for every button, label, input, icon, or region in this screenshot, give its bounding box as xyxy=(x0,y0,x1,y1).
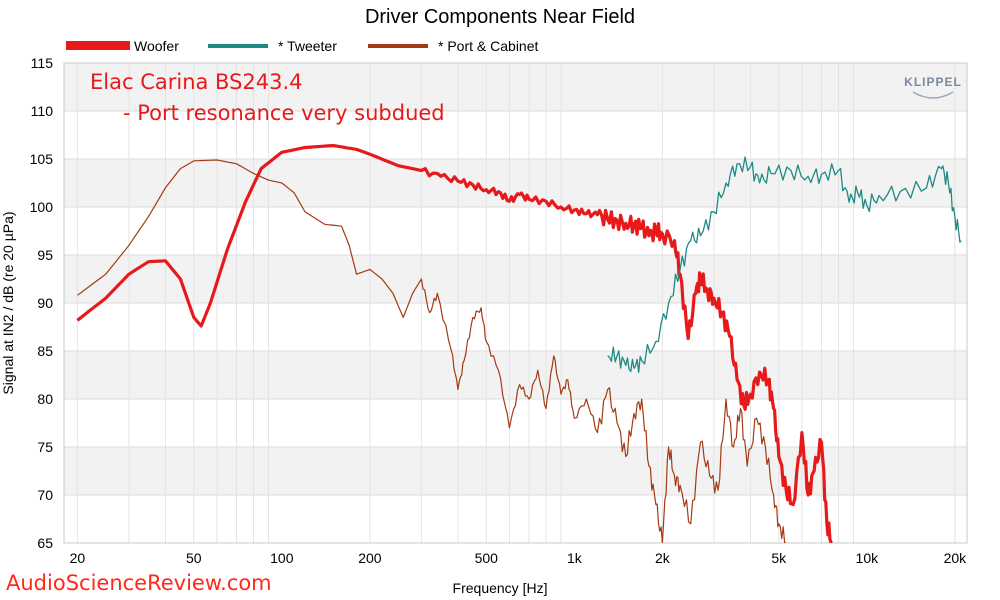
y-tick-label: 85 xyxy=(37,343,53,359)
klippel-logo-arc xyxy=(912,91,954,99)
y-tick-label: 105 xyxy=(30,151,54,167)
legend: Woofer * Tweeter * Port & Cabinet xyxy=(66,38,538,54)
klippel-logo-text: KLIPPEL xyxy=(904,75,962,89)
x-tick-label: 20 xyxy=(70,550,86,566)
y-tick-label: 75 xyxy=(37,439,53,455)
y-tick-label: 80 xyxy=(37,391,53,407)
y-axis-ticks: 65 70 75 80 85 90 95 100 105 110 115 xyxy=(30,55,54,551)
annotation-note: - Port resonance very subdued xyxy=(123,101,445,125)
plot-border xyxy=(63,62,968,544)
x-tick-label: 5k xyxy=(771,550,787,566)
chart-title: Driver Components Near Field xyxy=(365,6,635,28)
plot-band xyxy=(64,255,967,303)
series-line-port-cabinet xyxy=(77,159,787,543)
series-line-tweeter xyxy=(607,156,962,373)
plot-band xyxy=(64,63,967,111)
x-tick-label: 100 xyxy=(270,550,294,566)
legend-swatch-port xyxy=(368,44,428,48)
legend-swatch-woofer xyxy=(66,41,130,50)
x-tick-label: 200 xyxy=(358,550,382,566)
y-tick-label: 115 xyxy=(31,55,54,71)
legend-label-tweeter: * Tweeter xyxy=(278,38,337,54)
plot-band xyxy=(64,351,967,399)
x-axis-ticks: 20 50 100 200 500 1k 2k 5k 10k 20k xyxy=(70,550,968,566)
y-tick-label: 110 xyxy=(31,103,54,119)
series-line-woofer xyxy=(76,144,833,543)
y-tick-label: 70 xyxy=(37,487,53,503)
x-axis-label: Frequency [Hz] xyxy=(453,580,548,596)
y-tick-label: 65 xyxy=(37,535,53,551)
y-tick-label: 100 xyxy=(30,199,54,215)
legend-swatch-tweeter xyxy=(208,44,268,48)
legend-label-port: * Port & Cabinet xyxy=(438,38,538,54)
annotation-model: Elac Carina BS243.4 xyxy=(90,70,303,94)
x-tick-label: 500 xyxy=(475,550,499,566)
klippel-logo: KLIPPEL xyxy=(904,75,962,99)
legend-label-woofer: Woofer xyxy=(134,38,179,54)
x-tick-label: 20k xyxy=(944,550,968,566)
series-group xyxy=(76,144,962,543)
y-tick-label: 90 xyxy=(37,295,53,311)
y-axis-label: Signal at IN2 / dB (re 20 µPa) xyxy=(0,211,16,394)
plot-band xyxy=(64,447,967,495)
x-tick-label: 1k xyxy=(567,550,583,566)
watermark: AudioScienceReview.com xyxy=(6,571,272,595)
x-tick-label: 50 xyxy=(186,550,202,566)
x-tick-label: 2k xyxy=(655,550,671,566)
x-tick-label: 10k xyxy=(856,550,880,566)
y-tick-label: 95 xyxy=(37,247,53,263)
